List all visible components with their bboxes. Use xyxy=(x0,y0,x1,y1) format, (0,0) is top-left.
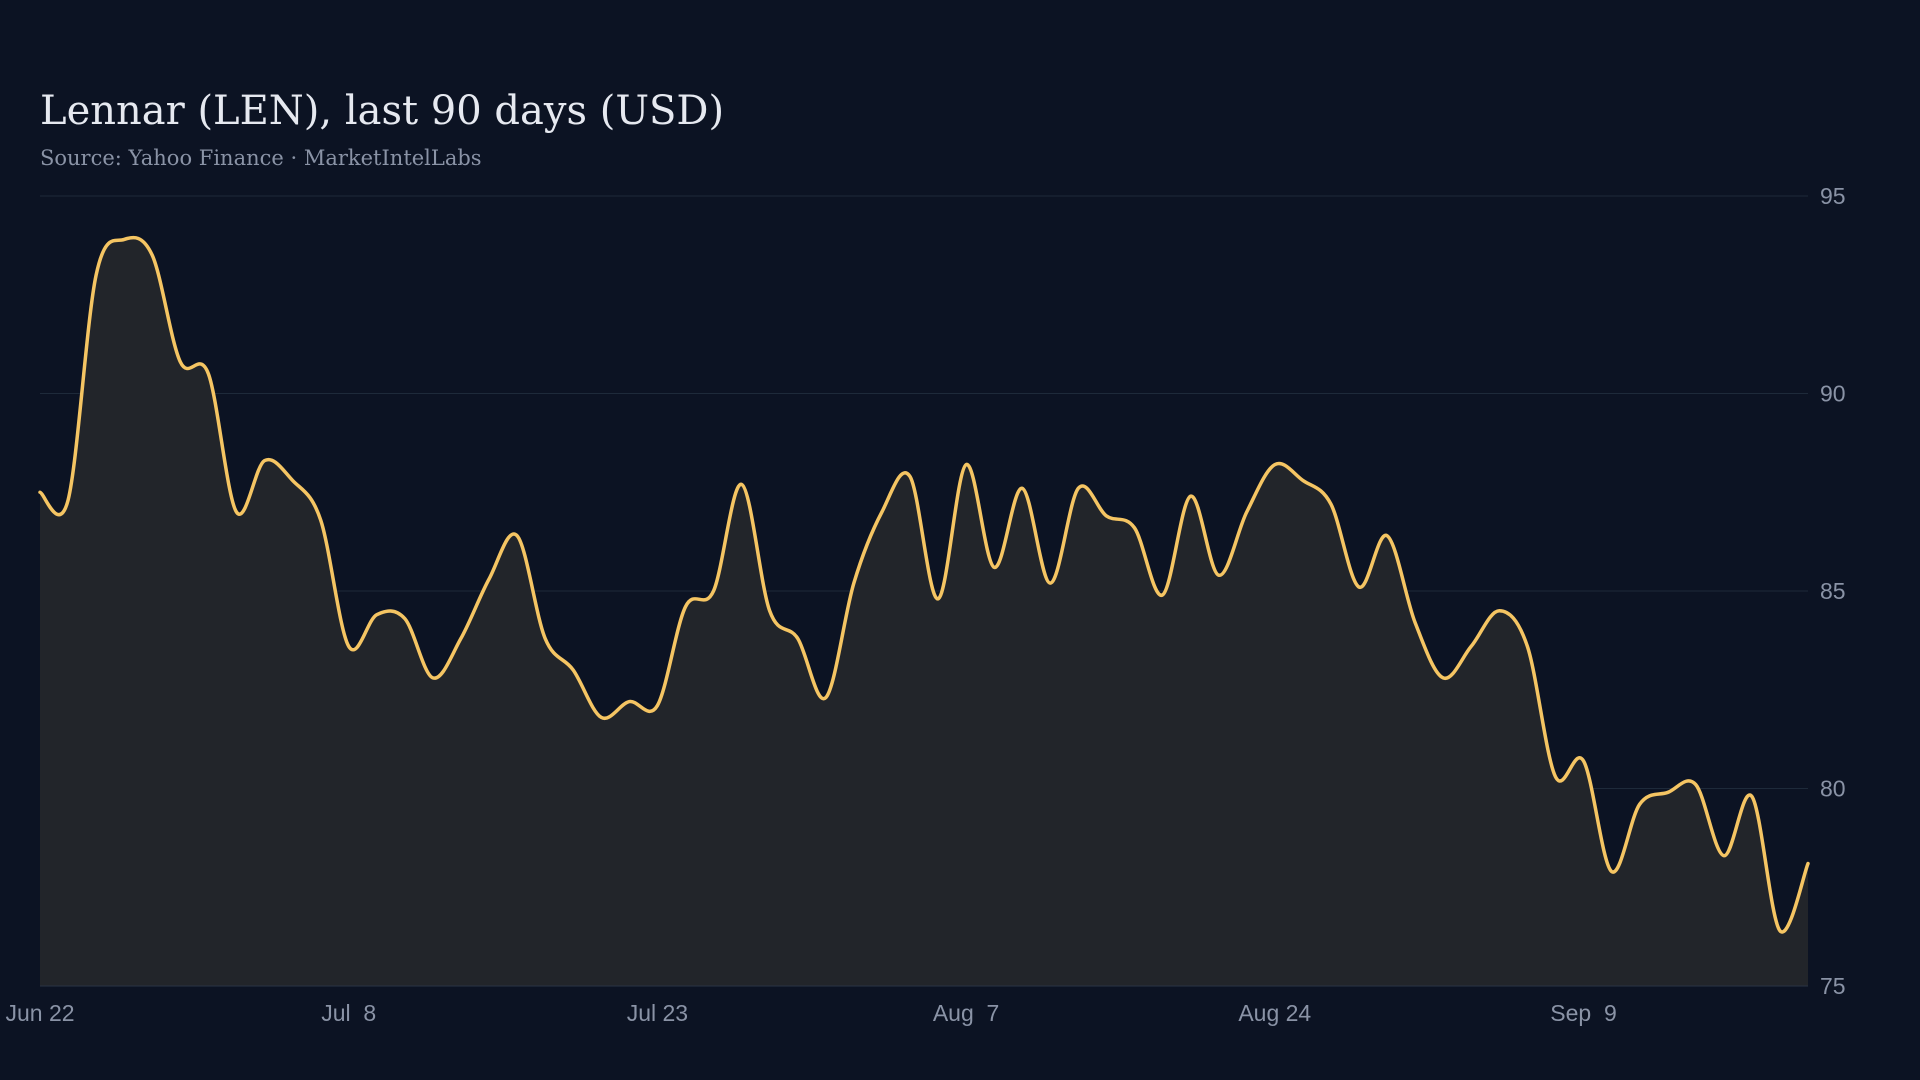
x-tick-label: Aug 7 xyxy=(933,1000,1000,1026)
chart-subtitle: Source: Yahoo Finance · MarketIntelLabs xyxy=(40,146,482,170)
y-tick-label: 80 xyxy=(1820,776,1846,802)
x-tick-label: Aug 24 xyxy=(1238,1000,1311,1026)
y-tick-label: 75 xyxy=(1820,973,1846,999)
y-axis-ticks: 75 80 85 90 95 xyxy=(1820,183,1846,999)
y-tick-label: 95 xyxy=(1820,183,1846,209)
area-fill xyxy=(40,237,1808,986)
line-layer xyxy=(38,235,1810,934)
price-line xyxy=(38,235,1810,934)
x-tick-label: Jul 23 xyxy=(627,1000,688,1026)
y-tick-label: 90 xyxy=(1820,381,1846,407)
y-tick-label: 85 xyxy=(1820,578,1846,604)
x-tick-label: Sep 9 xyxy=(1550,1000,1617,1026)
chart-title: Lennar (LEN), last 90 days (USD) xyxy=(40,88,725,134)
x-tick-label: Jul 8 xyxy=(321,1000,376,1026)
x-axis-ticks: Jun 22 Jul 8 Jul 23 Aug 7 Aug 24 Sep 9 xyxy=(5,1000,1616,1026)
area-layer xyxy=(40,237,1808,987)
x-tick-label: Jun 22 xyxy=(5,1000,74,1026)
